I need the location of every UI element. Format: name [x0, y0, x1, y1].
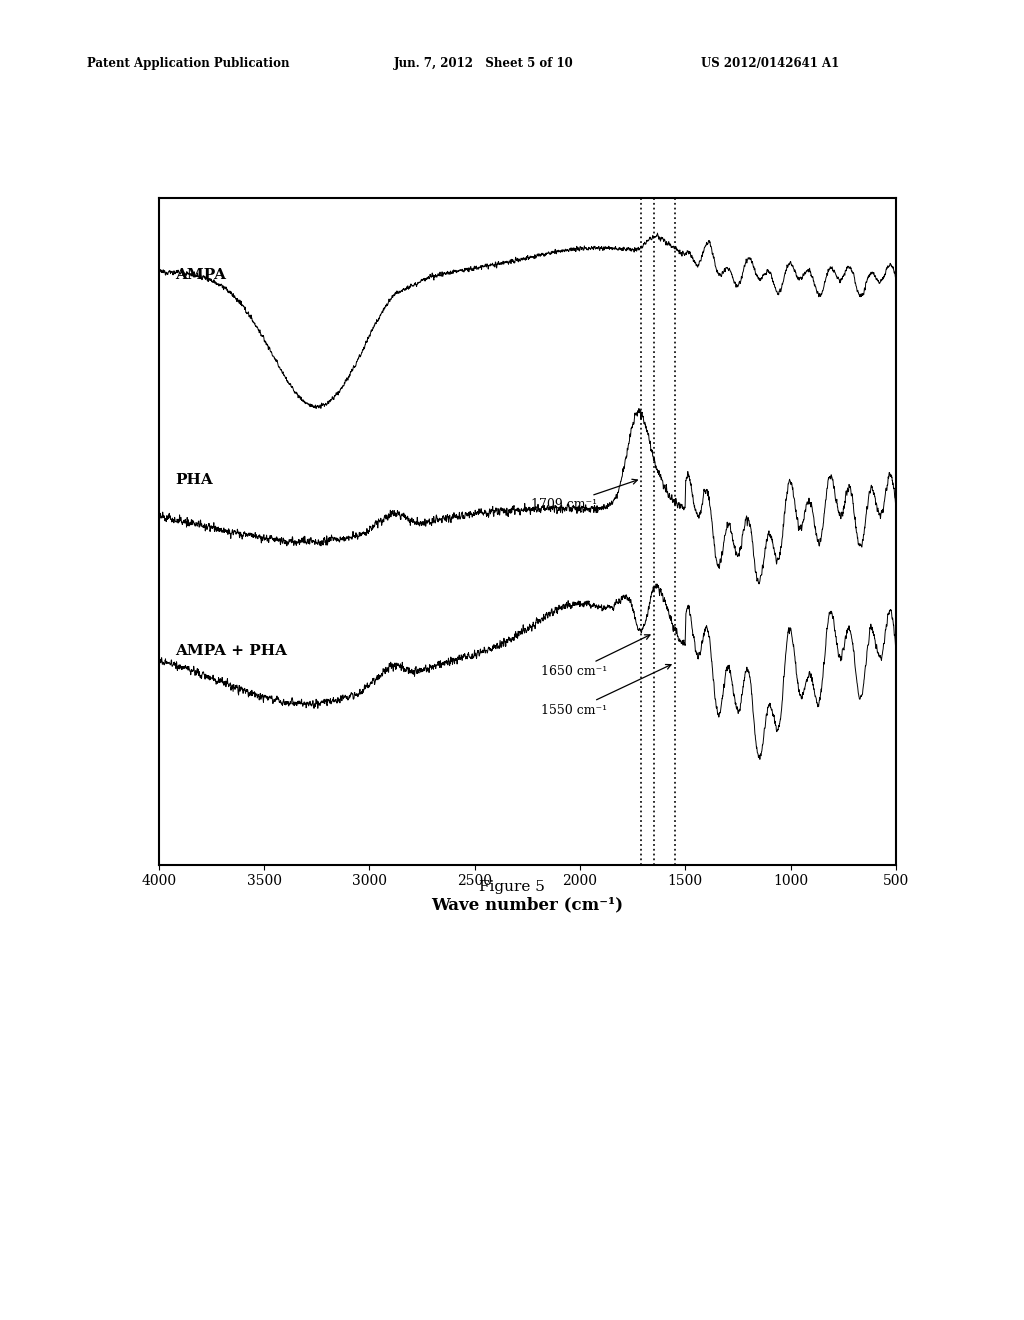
Text: Jun. 7, 2012   Sheet 5 of 10: Jun. 7, 2012 Sheet 5 of 10: [394, 57, 574, 70]
Text: 1709 cm⁻¹: 1709 cm⁻¹: [530, 479, 637, 511]
X-axis label: Wave number (cm⁻¹): Wave number (cm⁻¹): [431, 896, 624, 913]
Text: PHA: PHA: [175, 474, 213, 487]
Text: AMPA: AMPA: [175, 268, 226, 282]
Text: Figure 5: Figure 5: [479, 880, 545, 894]
Text: AMPA + PHA: AMPA + PHA: [175, 644, 288, 657]
Text: Patent Application Publication: Patent Application Publication: [87, 57, 290, 70]
Text: 1550 cm⁻¹: 1550 cm⁻¹: [542, 664, 671, 717]
Text: 1650 cm⁻¹: 1650 cm⁻¹: [541, 635, 650, 678]
Text: US 2012/0142641 A1: US 2012/0142641 A1: [701, 57, 840, 70]
